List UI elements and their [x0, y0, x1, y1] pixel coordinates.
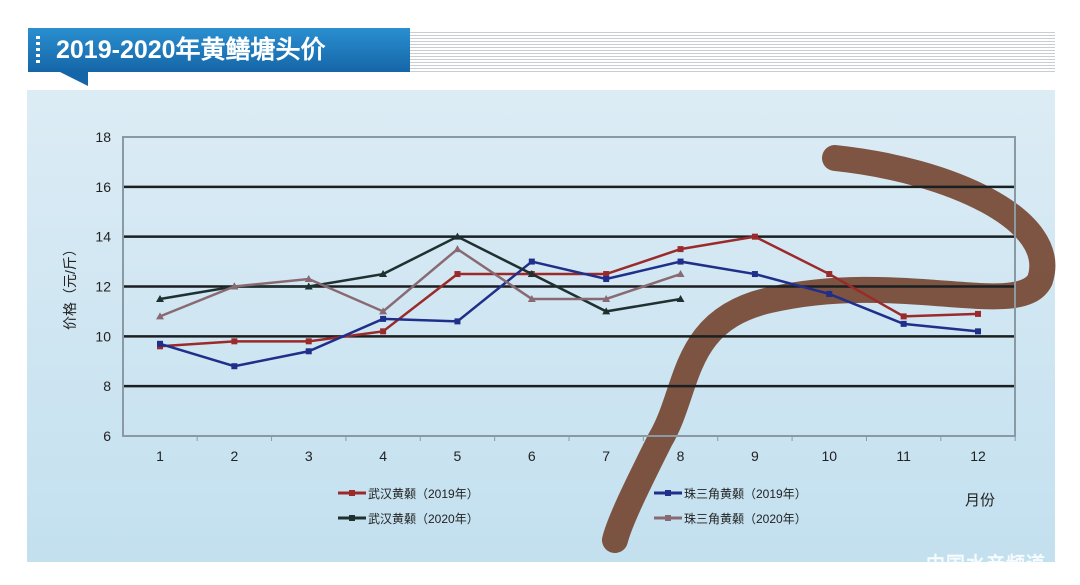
- series-line: [159, 260, 979, 368]
- x-tick-label: 1: [156, 448, 164, 464]
- legend-marker: [349, 515, 355, 521]
- data-point: [528, 258, 535, 265]
- legend-label: 武汉黄颡（2020年）: [368, 512, 479, 526]
- x-tick-label: 2: [230, 448, 238, 464]
- legend-label: 珠三角黄颡（2020年）: [684, 512, 807, 526]
- x-tick-label: 4: [379, 448, 387, 464]
- data-point: [231, 338, 238, 345]
- data-point: [527, 270, 536, 278]
- x-tick-label: 11: [896, 448, 911, 464]
- data-point: [453, 245, 462, 253]
- data-point: [975, 328, 981, 335]
- title-banner-tail: [60, 72, 88, 86]
- x-tick-label: 6: [528, 448, 536, 464]
- data-point: [379, 270, 388, 278]
- data-point: [677, 246, 684, 253]
- x-axis-label: 月份: [965, 492, 995, 509]
- data-point: [305, 348, 312, 355]
- banner-dots: [36, 36, 40, 64]
- y-axis-label: 价格（元/斤）: [62, 242, 78, 330]
- data-point: [230, 282, 239, 290]
- x-tick-label: 8: [677, 448, 685, 464]
- data-point: [826, 271, 833, 278]
- legend-marker: [349, 490, 355, 496]
- x-tick-label: 12: [970, 448, 986, 464]
- title-banner: [28, 28, 410, 72]
- data-point: [826, 290, 833, 297]
- data-point: [603, 271, 610, 278]
- y-tick-label: 12: [95, 279, 111, 295]
- data-point: [156, 294, 164, 302]
- data-point: [305, 338, 312, 345]
- data-point: [304, 275, 313, 283]
- y-tick-label: 8: [103, 378, 111, 394]
- header-stripes: [410, 32, 1055, 72]
- series-line: [159, 247, 681, 318]
- x-tick-label: 10: [821, 448, 837, 464]
- data-point: [751, 271, 758, 278]
- x-tick-label: 7: [602, 448, 610, 464]
- legend-marker: [665, 515, 671, 521]
- eel-image: [602, 145, 1056, 553]
- data-point: [603, 276, 610, 283]
- data-point: [157, 340, 163, 347]
- x-tick-label: 3: [305, 448, 313, 464]
- x-tick-label: 5: [454, 448, 462, 464]
- data-point: [900, 313, 907, 320]
- y-tick-label: 14: [95, 229, 111, 245]
- y-tick-label: 10: [95, 328, 111, 344]
- page-title: 2019-2020年黄鳝塘头价: [56, 36, 326, 64]
- data-point: [156, 312, 164, 320]
- data-point: [380, 328, 387, 335]
- y-tick-label: 16: [95, 179, 111, 195]
- data-point: [676, 270, 685, 278]
- legend-marker: [665, 490, 671, 496]
- legend-label: 武汉黄颡（2019年）: [368, 487, 479, 501]
- x-tick-label: 9: [751, 448, 759, 464]
- data-point: [602, 294, 611, 302]
- data-point: [676, 294, 685, 302]
- y-tick-label: 18: [95, 129, 111, 145]
- data-point: [453, 232, 462, 240]
- data-point: [380, 315, 387, 322]
- data-point: [379, 307, 388, 315]
- data-point: [527, 294, 536, 302]
- data-point: [304, 282, 313, 290]
- data-point: [975, 310, 981, 317]
- legend-label: 珠三角黄颡（2019年）: [684, 487, 807, 501]
- data-point: [454, 271, 461, 278]
- data-point: [231, 363, 238, 370]
- y-tick-label: 6: [103, 428, 111, 444]
- data-point: [454, 318, 461, 325]
- data-point: [900, 320, 907, 327]
- watermark: 中国水产频道: [925, 554, 1046, 575]
- data-point: [677, 258, 684, 265]
- series-line: [159, 235, 979, 348]
- data-point: [751, 233, 758, 240]
- data-point: [602, 307, 611, 315]
